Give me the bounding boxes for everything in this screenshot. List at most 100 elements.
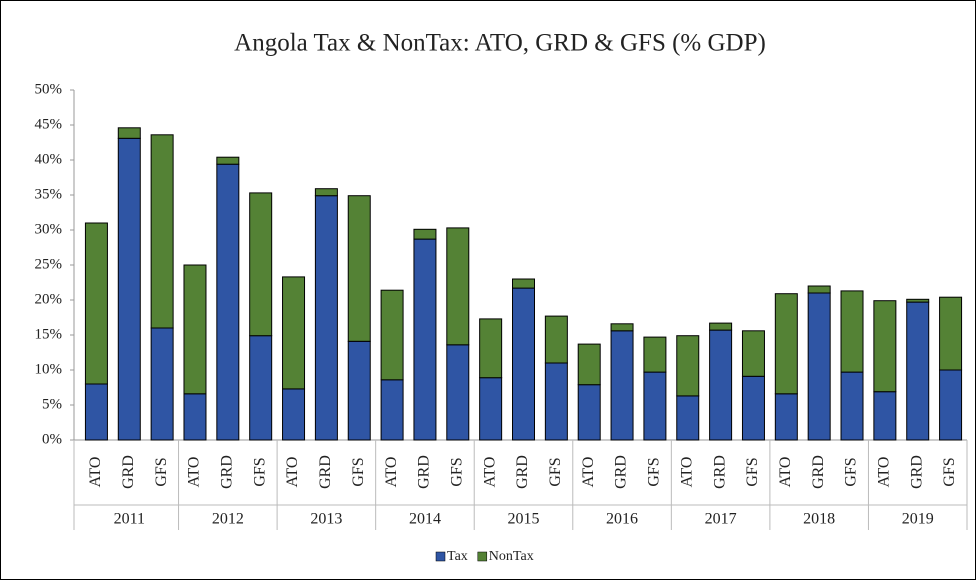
x-tick-label: GRD bbox=[514, 455, 531, 489]
bar-segment bbox=[347, 340, 371, 441]
bar-segment bbox=[117, 127, 141, 139]
y-tick-label: 5% bbox=[42, 396, 62, 412]
x-tick-label: GRD bbox=[810, 455, 827, 489]
legend-label: Tax bbox=[447, 549, 468, 564]
x-tick-label: GRD bbox=[120, 455, 137, 489]
legend-swatch bbox=[435, 551, 446, 562]
bar-segment bbox=[380, 289, 404, 381]
x-tick-label: GRD bbox=[613, 455, 630, 489]
x-tick-label: GFS bbox=[843, 457, 860, 486]
x-tick-label: ATO bbox=[876, 457, 893, 488]
bar-segment bbox=[512, 287, 535, 441]
bar-segment bbox=[544, 315, 568, 364]
bar-segment bbox=[873, 391, 897, 441]
bar-segment bbox=[939, 369, 963, 441]
bar-segment bbox=[643, 371, 667, 441]
y-tick-label: 20% bbox=[35, 291, 63, 307]
bar-segment bbox=[807, 292, 831, 441]
chart-title: Angola Tax & NonTax: ATO, GRD & GFS (% G… bbox=[234, 30, 766, 57]
bar-segment bbox=[84, 383, 108, 441]
bar-segment bbox=[479, 318, 503, 379]
group-label: 2013 bbox=[310, 511, 342, 528]
group-label: 2014 bbox=[409, 511, 441, 528]
bar-segment bbox=[117, 137, 141, 441]
x-tick-label: GFS bbox=[251, 457, 268, 486]
bar-segment bbox=[741, 330, 765, 377]
bar-segment bbox=[314, 195, 338, 441]
group-label: 2015 bbox=[508, 511, 540, 528]
bar-segment bbox=[544, 362, 568, 441]
y-tick-label: 10% bbox=[35, 361, 63, 377]
legend-swatch bbox=[477, 551, 488, 562]
bar-segment bbox=[939, 296, 963, 371]
bar-segment bbox=[906, 301, 930, 441]
bar-segment bbox=[84, 222, 108, 385]
bar-segment bbox=[216, 163, 240, 441]
x-tick-label: ATO bbox=[284, 457, 301, 488]
x-tick-label: GRD bbox=[416, 455, 433, 489]
bar-segment bbox=[577, 343, 601, 386]
bar-segment bbox=[676, 395, 700, 441]
x-tick-label: GFS bbox=[448, 457, 465, 486]
bar-segment bbox=[610, 323, 634, 332]
x-tick-label: GFS bbox=[350, 457, 367, 486]
bar-segment bbox=[840, 290, 864, 373]
bar-segment bbox=[840, 371, 864, 441]
bar-segment bbox=[807, 285, 831, 294]
bar-segment bbox=[774, 293, 798, 395]
x-tick-label: GFS bbox=[744, 457, 761, 486]
bar-segment bbox=[709, 322, 733, 331]
bar-segment bbox=[249, 335, 273, 441]
bar-segment bbox=[610, 330, 634, 441]
group-label: 2017 bbox=[705, 511, 737, 528]
bar-segment bbox=[446, 344, 470, 441]
bar-segment bbox=[150, 327, 174, 441]
bar-segment bbox=[150, 134, 174, 329]
x-tick-label: ATO bbox=[678, 457, 695, 488]
bar-segment bbox=[249, 192, 273, 337]
x-tick-label: ATO bbox=[87, 457, 104, 488]
bar-segment bbox=[282, 388, 306, 441]
bar-segment bbox=[183, 393, 207, 441]
y-tick-label: 15% bbox=[35, 326, 63, 342]
bar-segment bbox=[282, 276, 306, 390]
x-tick-label: GRD bbox=[908, 455, 925, 489]
bar-segment bbox=[347, 195, 371, 342]
y-tick-label: 0% bbox=[42, 431, 62, 447]
x-tick-label: ATO bbox=[481, 457, 498, 488]
y-tick-label: 35% bbox=[35, 186, 63, 202]
x-tick-label: ATO bbox=[186, 457, 203, 488]
bar-segment bbox=[709, 329, 733, 441]
bar-segment bbox=[446, 227, 470, 346]
group-label: 2012 bbox=[212, 511, 244, 528]
bar-segment bbox=[643, 336, 667, 373]
x-tick-label: ATO bbox=[383, 457, 400, 488]
x-tick-label: GFS bbox=[153, 457, 170, 486]
y-tick-label: 45% bbox=[35, 116, 63, 132]
bar-segment bbox=[741, 375, 765, 441]
bar-segment bbox=[314, 188, 338, 197]
group-label: 2016 bbox=[606, 511, 638, 528]
bar-segment bbox=[479, 377, 503, 441]
bar-segment bbox=[183, 264, 207, 395]
x-tick-label: ATO bbox=[777, 457, 794, 488]
y-tick-label: 50% bbox=[35, 81, 63, 97]
group-label: 2011 bbox=[114, 511, 145, 528]
bar-segment bbox=[512, 278, 535, 289]
bar-segment bbox=[774, 393, 798, 441]
bar-segment bbox=[906, 298, 930, 303]
legend-label: NonTax bbox=[489, 549, 534, 564]
y-tick-label: 25% bbox=[35, 256, 63, 272]
x-tick-label: GFS bbox=[941, 457, 958, 486]
bar-segment bbox=[216, 156, 240, 165]
y-tick-label: 30% bbox=[35, 221, 63, 237]
x-tick-label: GRD bbox=[711, 455, 728, 489]
bar-segment bbox=[413, 228, 437, 240]
bar-segment bbox=[676, 335, 700, 397]
x-tick-label: ATO bbox=[580, 457, 597, 488]
bar-segment bbox=[873, 300, 897, 393]
group-label: 2018 bbox=[803, 511, 835, 528]
bar-segment bbox=[577, 384, 601, 441]
